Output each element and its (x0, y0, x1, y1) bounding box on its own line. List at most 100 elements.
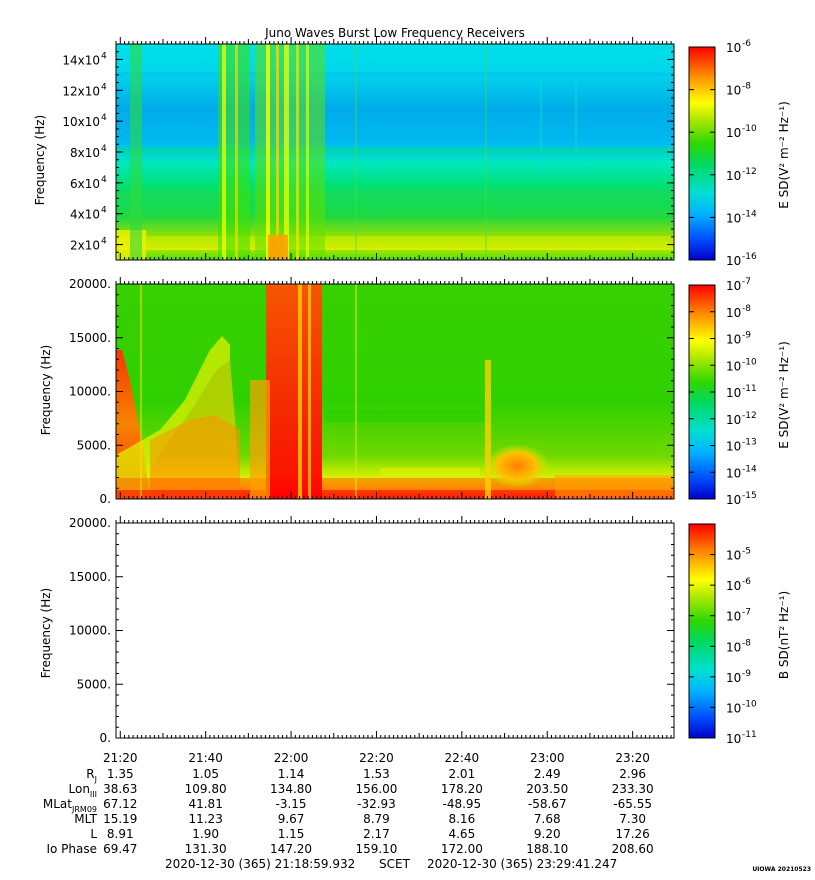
panel-3-x-ticks (115, 516, 672, 738)
ephemeris-row: Io Phase 69.47 131.30 147.20 159.10 172.00 188… (0, 842, 815, 857)
y-tick-label: 0. (100, 492, 111, 506)
ephemeris-value: 2.17 (363, 827, 390, 841)
footer-start: 2020-12-30 (365) 21:18:59.932 (165, 857, 356, 871)
colorbar-tick-exponent: -6 (742, 577, 751, 587)
ephemeris-value: 4.65 (448, 827, 476, 841)
ephemeris-value: 8.16 (448, 812, 476, 826)
time-tick-label: 22:00 (274, 751, 309, 765)
ephemeris-value: 109.80 (184, 782, 227, 796)
panel-1-colorbar-label: E SD(V² m⁻² Hz⁻¹) (777, 101, 791, 209)
ephemeris-value: -48.95 (442, 797, 482, 811)
y-tick-exponent: 4 (101, 206, 107, 216)
panel-1-x-ticks (115, 37, 672, 260)
ephemeris-value: 9.20 (533, 827, 561, 841)
panel-3-colorbar-label: B SD(nT² Hz⁻¹) (777, 591, 791, 679)
ephemeris-value: -65.55 (613, 797, 652, 811)
ephemeris-row: LonIII 38.63 109.80 134.80 156.00 178.20 203.5… (0, 782, 815, 799)
colorbar-tick-label: 10 (726, 671, 741, 685)
colorbar-tick-exponent: -8 (742, 82, 751, 92)
ephemeris-value: 172.00 (440, 842, 483, 856)
ephemeris-row: L 8.91 1.90 1.15 2.17 4.65 9.20 17.26 (0, 827, 815, 842)
colorbar-tick-exponent: -11 (742, 384, 757, 394)
colorbar-tick-label: 10 (726, 610, 741, 624)
colorbar-tick-label: 10 (726, 549, 741, 563)
ephemeris-value: 1.53 (363, 767, 390, 781)
ephemeris-value: 69.47 (103, 842, 138, 856)
colorbar-tick-label: 10 (726, 386, 741, 400)
time-range-footer: 2020-12-30 (365) 21:18:59.932 SCET 2020-… (0, 857, 815, 873)
ephemeris-value: 233.30 (611, 782, 654, 796)
panel-2-y-axis: 0. 5000. 10000. 15000. 20000. (69, 277, 674, 506)
footer-scet: SCET (379, 857, 410, 871)
colorbar-tick-exponent: -11 (742, 730, 757, 740)
ephemeris-value: 2.96 (619, 767, 646, 781)
ephemeris-label: L (90, 827, 97, 841)
version-stamp: UIOWA 20210523 (752, 866, 811, 873)
time-tick-label: 22:20 (359, 751, 394, 765)
colorbar-tick-exponent: -10 (742, 357, 757, 367)
ephemeris-row: MLT 15.19 11.23 9.67 8.79 8.16 7.68 7.30 (0, 812, 815, 827)
chart-title: Juno Waves Burst Low Frequency Receivers (264, 26, 525, 40)
ephemeris-value: 1.15 (277, 827, 305, 841)
ephemeris-value: 156.00 (355, 782, 398, 796)
colorbar-tick-label: 10 (726, 254, 741, 268)
ephemeris-value: 11.23 (188, 812, 223, 826)
colorbar-tick-exponent: -8 (742, 638, 751, 648)
ephemeris-value: 7.68 (533, 812, 561, 826)
colorbar-tick-exponent: -16 (742, 252, 757, 262)
colorbar-tick-label: 10 (726, 701, 741, 715)
y-tick-exponent: 4 (101, 175, 107, 185)
time-axis-labels: 21:20 21:40 22:00 22:20 22:40 23:00 23:20 (103, 751, 650, 765)
ephemeris-value: -32.93 (357, 797, 396, 811)
ephemeris-value: -3.15 (275, 797, 307, 811)
colorbar-tick-label: 10 (726, 211, 741, 225)
y-tick-label: 14x10 (62, 53, 100, 67)
colorbar-tick-exponent: -12 (742, 167, 757, 177)
colorbar-tick-label: 10 (726, 413, 741, 427)
ephemeris-value: 178.20 (440, 782, 483, 796)
time-tick-label: 23:20 (615, 751, 650, 765)
colorbar-tick-label: 10 (726, 732, 741, 746)
colorbar-tick-exponent: -6 (742, 39, 751, 49)
y-tick-label: 4x10 (70, 208, 100, 222)
colorbar-tick-label: 10 (726, 333, 741, 347)
colorbar-tick-label: 10 (726, 640, 741, 654)
y-tick-exponent: 4 (101, 144, 107, 154)
colorbar-tick-label: 10 (726, 169, 741, 183)
y-tick-exponent: 4 (101, 113, 107, 123)
y-tick-label: 10x10 (62, 115, 100, 129)
y-tick-label: 15000. (69, 331, 111, 345)
y-tick-label: 20000. (69, 516, 111, 530)
colorbar-tick-exponent: -14 (742, 209, 757, 219)
colorbar-tick-exponent: -8 (742, 304, 751, 314)
ephemeris-value: 41.81 (188, 797, 223, 811)
panel-2-features (116, 284, 674, 499)
ephemeris-value: 203.50 (526, 782, 569, 796)
ephemeris-label: MLT (74, 812, 97, 826)
colorbar-tick-label: 10 (726, 359, 741, 373)
time-tick-label: 23:00 (530, 751, 565, 765)
ephemeris-value: 8.91 (106, 827, 134, 841)
colorbar-tick-exponent: -9 (742, 331, 751, 341)
colorbar-tick-label: 10 (726, 579, 741, 593)
ephemeris-value: 8.79 (363, 812, 390, 826)
ephemeris-value: 131.30 (184, 842, 227, 856)
ephemeris-value: 159.10 (355, 842, 398, 856)
ephemeris-value: 38.63 (103, 782, 138, 796)
ephemeris-value: 9.67 (277, 812, 305, 826)
ephemeris-value: 1.90 (192, 827, 220, 841)
ephemeris-value: 17.26 (615, 827, 650, 841)
ephemeris-value: 7.30 (619, 812, 646, 826)
panel-2-ylabel: Frequency (Hz) (39, 345, 53, 436)
y-tick-label: 6x10 (70, 177, 100, 191)
colorbar-tick-label: 10 (726, 279, 741, 293)
ephemeris-value: 134.80 (270, 782, 313, 796)
time-tick-label: 21:20 (103, 751, 138, 765)
ephemeris-label: MLatJRM09 (42, 797, 97, 814)
colorbar-tick-exponent: -7 (742, 277, 751, 287)
ephemeris-value: 15.19 (103, 812, 138, 826)
y-tick-label: 0. (100, 731, 111, 745)
